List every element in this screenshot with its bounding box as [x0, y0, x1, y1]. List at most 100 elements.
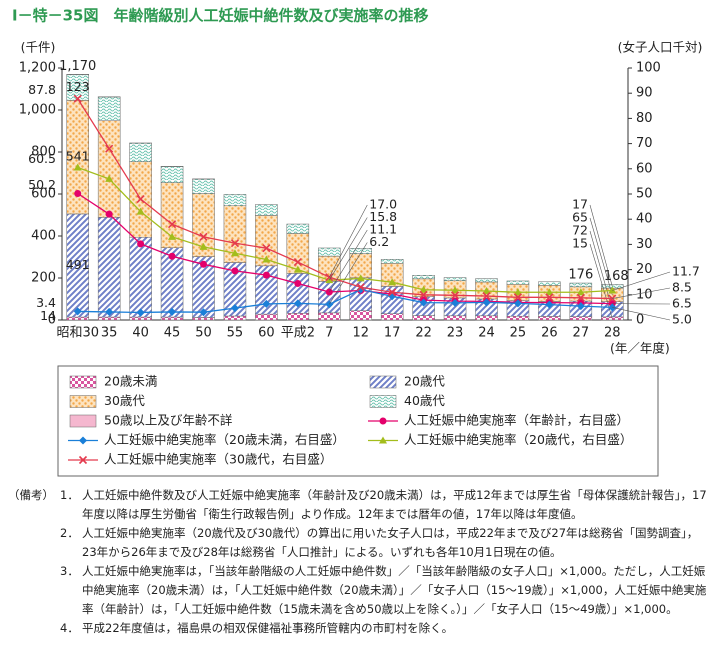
line: [77, 192, 613, 305]
x-tick-label: 26: [541, 326, 558, 341]
y2-tick-label: 60: [636, 161, 653, 176]
line-value-label: 15.8: [369, 209, 397, 224]
line-marker: [74, 189, 82, 197]
x-tick-label: 55: [227, 326, 244, 341]
line-value-label: 3.4: [36, 295, 56, 310]
bar-segment: [412, 315, 435, 321]
bar-segment: [129, 142, 152, 162]
x-tick-label: 12: [352, 326, 369, 341]
bar-value-label: 14: [40, 308, 56, 323]
bar-segment: [286, 223, 310, 234]
total-label: 1,170: [59, 59, 96, 74]
note-number: 1．: [60, 488, 79, 502]
legend-swatch: [369, 395, 397, 408]
x-tick-label: 25: [510, 326, 527, 341]
bar-segment: [475, 278, 498, 283]
note-label: [8, 562, 60, 619]
y-tick-label: 600: [31, 187, 56, 202]
line-marker: [78, 455, 88, 465]
bar-segment: [443, 277, 467, 281]
line-value-label: 60.5: [28, 151, 56, 166]
line-marker: [545, 293, 554, 302]
bar-segment: [569, 316, 593, 321]
note-label: [8, 524, 60, 562]
line-marker: [450, 291, 460, 300]
line-marker: [576, 293, 585, 302]
x-tick-label: 40: [132, 326, 149, 341]
y-axis-label: (千件): [21, 40, 56, 55]
line-marker: [419, 298, 428, 307]
line-marker: [451, 286, 460, 294]
bar-segment: [318, 247, 341, 257]
line: [77, 98, 613, 300]
y2-tick-label: 50: [636, 187, 653, 202]
bar-segment: [538, 281, 561, 286]
legend-label: 50歳以上及び年齢不詳: [104, 413, 232, 428]
line-marker: [168, 232, 177, 240]
bar-segment: [255, 313, 278, 321]
bar-segment: [129, 237, 152, 318]
line-marker: [105, 144, 114, 153]
bar-segment: [380, 313, 404, 321]
line-marker: [482, 287, 491, 295]
chart: Ⅰ－特－35図 年齢階級別人工妊娠中絶件数及び実施率の推移 (千件) (女子人口…: [12, 7, 702, 477]
line-marker: [451, 298, 460, 307]
leader-line: [589, 243, 613, 319]
leader-line: [329, 217, 368, 281]
y-tick-label: 200: [31, 271, 56, 286]
line-value-label: 5.0: [672, 312, 692, 327]
leader-line: [612, 271, 671, 291]
line-marker: [262, 271, 270, 279]
bar-segment: [97, 96, 121, 121]
x-tick-label: 22: [415, 326, 432, 341]
line-marker: [294, 279, 302, 287]
line-value-label: 8.5: [672, 280, 692, 295]
note-row: （備考） 1． 人工妊娠中絶件数及び人工妊娠中絶実施率（年齢計及び20歳未満）は，平…: [8, 486, 712, 524]
y2-tick-label: 40: [636, 212, 653, 227]
x-tick-label: 28: [604, 326, 621, 341]
legend-label: 20歳代: [404, 374, 445, 389]
bar-segment: [160, 316, 184, 321]
line: [77, 166, 613, 293]
bar-segment: [223, 315, 247, 321]
line-marker: [168, 252, 176, 260]
line-marker: [608, 286, 617, 294]
line-marker: [105, 307, 114, 316]
y-tick-label: 1,000: [19, 103, 56, 118]
y2-tick-label: 90: [636, 86, 653, 101]
bar-segment: [286, 313, 310, 321]
line-marker: [388, 288, 397, 297]
bar-segment: [443, 315, 467, 321]
bar-value-label: 17: [572, 197, 588, 212]
line-marker: [356, 283, 365, 292]
bar-segment: [538, 316, 561, 321]
line-value-label: 11.7: [672, 264, 700, 279]
line-marker: [576, 288, 585, 296]
line-marker: [105, 174, 114, 182]
line-marker: [73, 94, 82, 103]
bar-value-label: 491: [66, 257, 90, 272]
x-tick-label: 平成2: [281, 326, 315, 341]
x-tick-label: 23: [447, 326, 464, 341]
line-marker: [513, 299, 522, 308]
bar-segment: [412, 275, 435, 280]
bar-segment: [192, 178, 215, 194]
x-tick-label: 60: [258, 326, 275, 341]
line-marker: [293, 257, 302, 267]
x-tick-label: 17: [384, 326, 401, 341]
note-number: 4．: [60, 621, 79, 635]
x-tick-label: 50: [195, 326, 212, 341]
y2-tick-label: 100: [636, 61, 661, 76]
leader-line: [589, 230, 613, 310]
legend-swatch: [369, 375, 397, 389]
legend-box: [57, 365, 659, 477]
bar-segment: [129, 316, 152, 321]
line: [77, 288, 613, 314]
line-marker: [482, 291, 491, 301]
bar-value-label: 15: [572, 236, 588, 251]
bar-value-label: 123: [66, 79, 90, 94]
line-value-label: 17.0: [369, 197, 397, 212]
line-marker: [73, 307, 82, 316]
line-marker: [293, 299, 302, 308]
line-marker: [419, 285, 428, 293]
